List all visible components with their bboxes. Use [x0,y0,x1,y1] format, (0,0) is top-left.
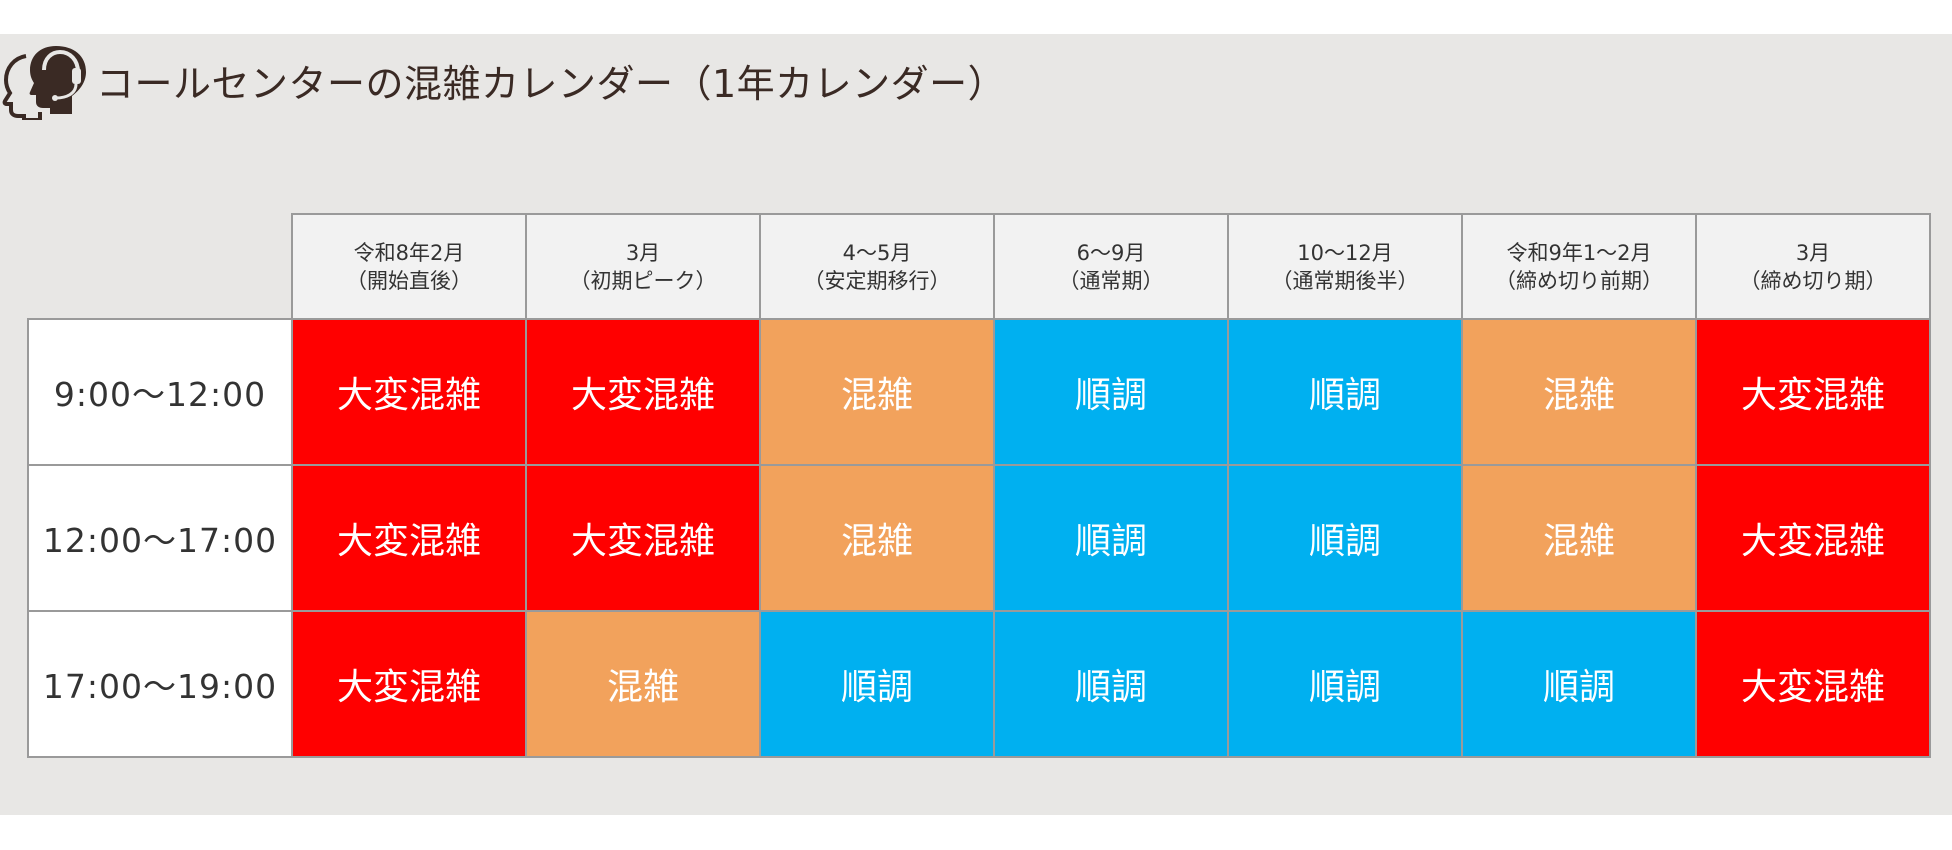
congestion-cell: 大変混雑 [525,318,761,466]
congestion-cell: 大変混雑 [291,464,527,612]
congestion-cell: 順調 [1227,318,1463,466]
page-title: コールセンターの混雑カレンダー（1年カレンダー） [96,61,1007,106]
congestion-cell: 混雑 [1461,318,1697,466]
congestion-calendar-table: 令和8年2月 （開始直後） 3月 （初期ピーク） 4～5月 （安定期移行） 6～9月（… [27,213,1931,758]
congestion-cell: 大変混雑 [1695,610,1931,758]
congestion-cell: 大変混雑 [291,610,527,758]
time-slot-label: 9:00～12:00 [27,318,293,466]
corner-cell [28,214,292,319]
period-header: 6～9月 （通常期） [993,213,1229,320]
period-header: 令和9年1～2月 （締め切り前期） [1461,213,1697,320]
congestion-cell: 混雑 [759,464,995,612]
congestion-cell: 混雑 [525,610,761,758]
congestion-cell: 混雑 [1461,464,1697,612]
congestion-cell: 順調 [759,610,995,758]
congestion-cell: 順調 [993,610,1229,758]
table-row: 17:00～19:00 大変混雑 混雑 順調 順調 順調 順調 大変混雑 [27,610,1931,758]
period-header: 10～12月 （通常期後半） [1227,213,1463,320]
congestion-cell: 大変混雑 [525,464,761,612]
period-header: 令和8年2月 （開始直後） [291,213,527,320]
period-header: 3月 （初期ピーク） [525,213,761,320]
header-row: 令和8年2月 （開始直後） 3月 （初期ピーク） 4～5月 （安定期移行） 6～9月（… [28,213,1931,320]
congestion-cell: 順調 [1227,464,1463,612]
headset-operator-icon [2,46,86,120]
table-row: 9:00～12:00 大変混雑 大変混雑 混雑 順調 順調 混雑 大変混雑 [27,318,1931,466]
congestion-cell: 順調 [993,318,1229,466]
time-slot-label: 17:00～19:00 [27,610,293,758]
congestion-cell: 混雑 [759,318,995,466]
congestion-cell: 順調 [1227,610,1463,758]
congestion-cell: 大変混雑 [1695,464,1931,612]
congestion-cell: 大変混雑 [291,318,527,466]
title-row: コールセンターの混雑カレンダー（1年カレンダー） [0,40,1006,120]
period-header: 3月 （締め切り期） [1695,213,1931,320]
congestion-cell: 順調 [1461,610,1697,758]
congestion-cell: 大変混雑 [1695,318,1931,466]
period-header: 4～5月 （安定期移行） [759,213,995,320]
congestion-cell: 順調 [993,464,1229,612]
time-slot-label: 12:00～17:00 [27,464,293,612]
table-row: 12:00～17:00 大変混雑 大変混雑 混雑 順調 順調 混雑 大変混雑 [27,464,1931,612]
